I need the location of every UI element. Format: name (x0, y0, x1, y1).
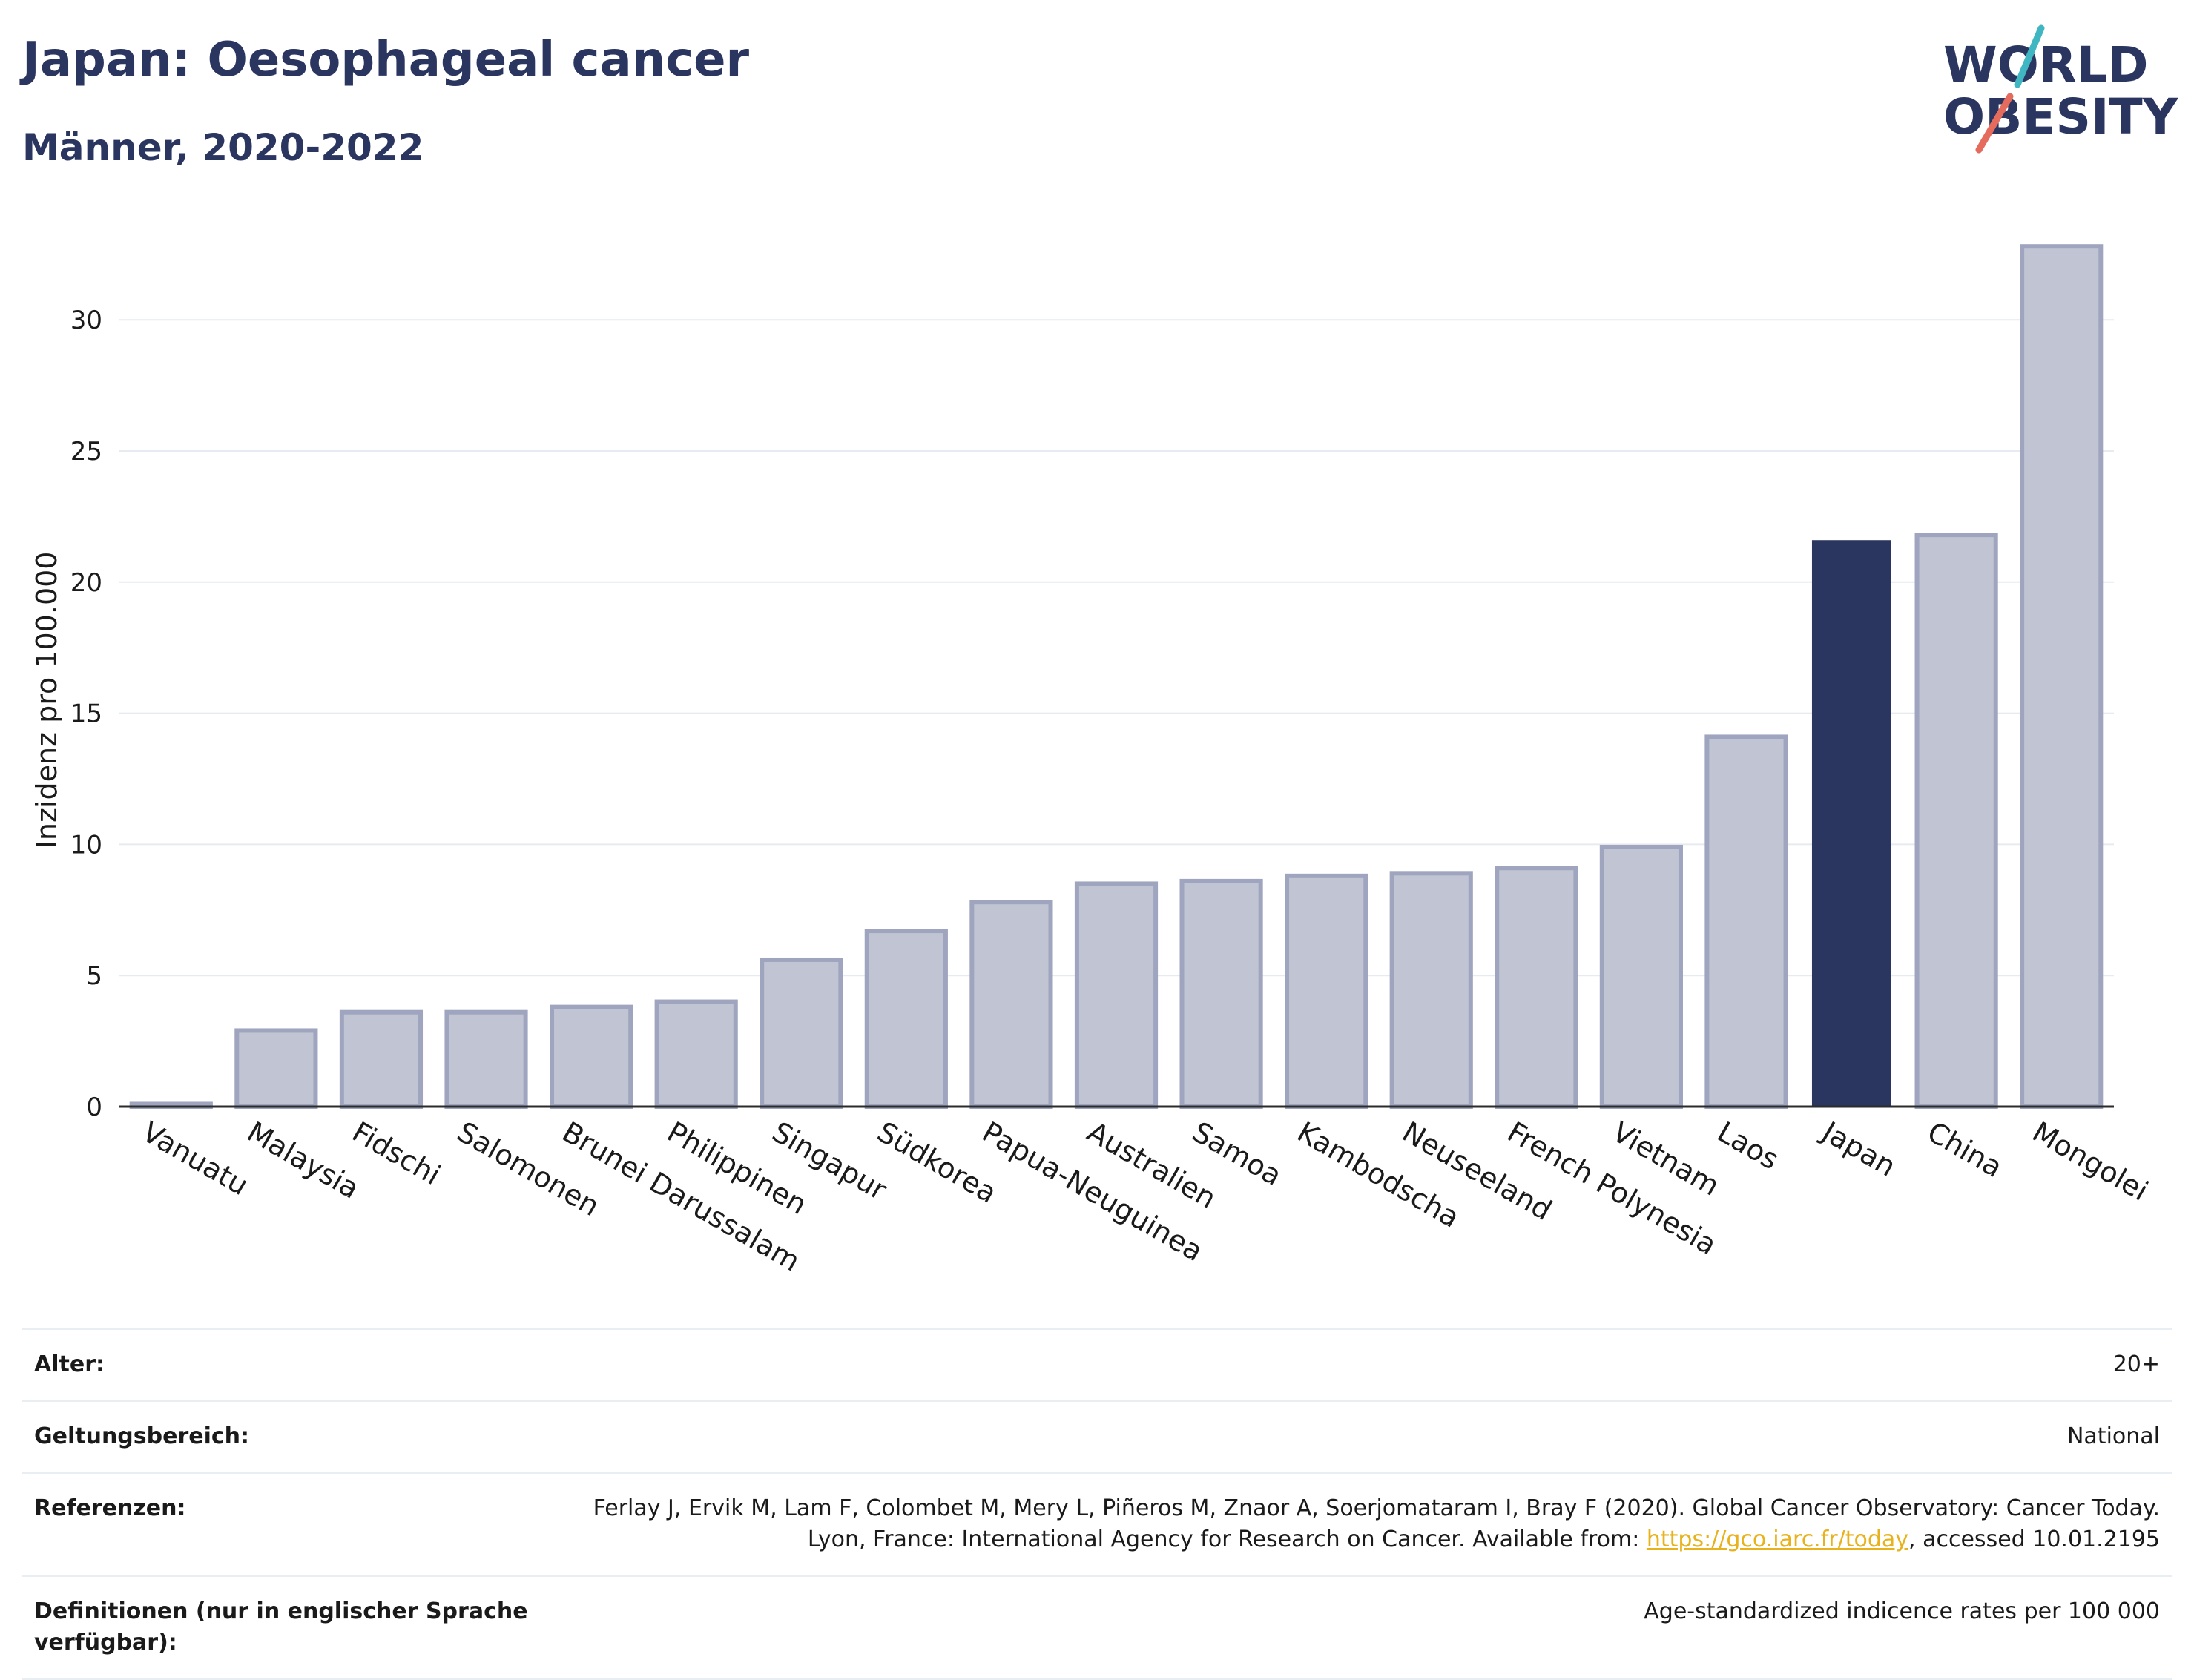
info-row-definitions: Definitionen (nur in englischer Sprache … (22, 1575, 2172, 1680)
chart-title: Japan: Oesophageal cancer (22, 33, 750, 88)
bar-laos (1704, 734, 1788, 1109)
y-axis-label: Inzidenz pro 100.000 (30, 552, 63, 849)
y-tick-label: 25 (70, 437, 102, 467)
references-value: Ferlay J, Ervik M, Lam F, Colombet M, Me… (565, 1493, 2160, 1555)
x-tick-label: China (1922, 1116, 2008, 1184)
y-tick-label: 30 (70, 306, 102, 335)
y-tick-label: 0 (86, 1093, 102, 1122)
bar-philippinen (654, 999, 738, 1110)
x-tick-label: Mongolei (2027, 1116, 2154, 1208)
logo-line-obesity: OBESITY (1943, 88, 2179, 145)
bars (129, 244, 2104, 1110)
definitions-label: Definitionen (nur in englischer Sprache … (34, 1598, 528, 1656)
bar-kambodscha (1285, 873, 1368, 1110)
x-tick-label: Südkorea (872, 1116, 1002, 1210)
x-tick-label: Vanuatu (136, 1116, 254, 1202)
bar-neuseeland (1389, 871, 1473, 1110)
logo-line-world: WORLD (1943, 36, 2149, 93)
bar-china (1914, 533, 1998, 1109)
scope-label: Geltungsbereich: (34, 1423, 250, 1449)
bar-mongolei (2020, 244, 2104, 1109)
definitions-value: Age-standardized indicence rates per 100… (1644, 1598, 2160, 1624)
references-label: Referenzen: (34, 1495, 186, 1521)
info-row-references: Referenzen: Ferlay J, Ervik M, Lam F, Co… (22, 1472, 2172, 1575)
x-tick-label: Malaysia (242, 1116, 365, 1205)
info-table: Alter: 20+ Geltungsbereich: National Ref… (22, 1328, 2172, 1680)
bar-japan (1811, 540, 1891, 1107)
world-obesity-logo: WORLD OBESITY (1943, 24, 2179, 154)
info-row-scope: Geltungsbereich: National (22, 1400, 2172, 1472)
bar-singapur (760, 957, 843, 1110)
references-text-2: , accessed 10.01.2195 (1908, 1526, 2160, 1552)
y-tick-label: 15 (70, 699, 102, 729)
bar-brunei-darussalam (550, 1004, 633, 1109)
x-tick-label: Laos (1712, 1116, 1785, 1176)
y-tick-label: 20 (70, 568, 102, 598)
bar-samoa (1179, 878, 1263, 1110)
bar-french-polynesia (1495, 866, 1578, 1109)
info-row-age: Alter: 20+ (22, 1328, 2172, 1400)
bar-papua-neuguinea (969, 900, 1053, 1110)
references-text-1: Ferlay J, Ervik M, Lam F, Colombet M, Me… (593, 1495, 2160, 1552)
y-tick-label: 10 (70, 830, 102, 860)
bar-salomonen (444, 1009, 528, 1109)
bar-australien (1074, 881, 1159, 1109)
bar-vietnam (1599, 844, 1683, 1110)
bar-südkorea (864, 929, 948, 1110)
age-value: 20+ (2112, 1351, 2160, 1377)
logo-slash-red (1975, 93, 2014, 154)
y-tick-label: 5 (86, 961, 102, 991)
logo-slash-teal (2014, 24, 2045, 88)
references-link[interactable]: https://gco.iarc.fr/today (1646, 1526, 1909, 1552)
bar-fidschi (339, 1009, 424, 1109)
age-label: Alter: (34, 1351, 105, 1377)
bar-malaysia (234, 1028, 318, 1110)
scope-value: National (2066, 1423, 2160, 1449)
x-tick-label: Japan (1816, 1115, 1902, 1183)
chart-subtitle: Männer, 2020-2022 (22, 126, 424, 169)
